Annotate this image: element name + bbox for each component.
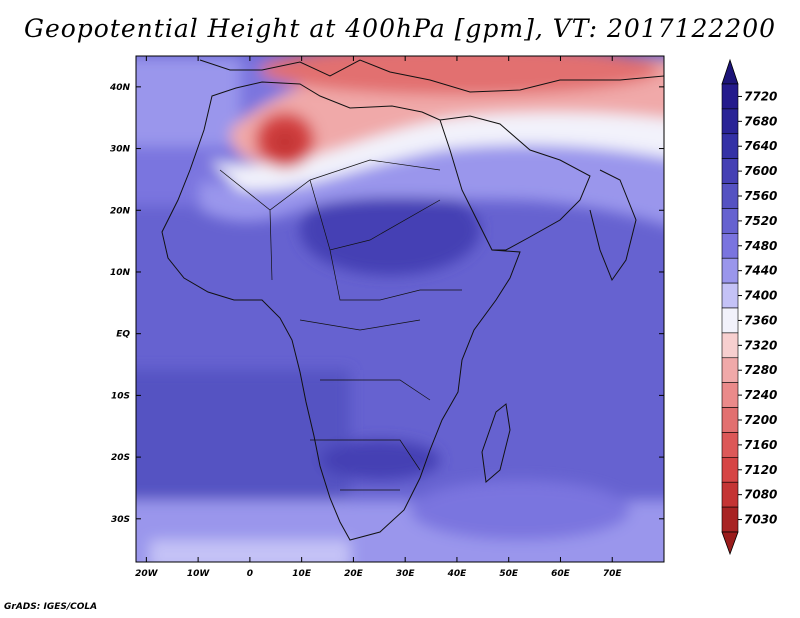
lat-tick-label: 20N	[110, 206, 131, 216]
colorbar-label: 7030	[744, 513, 777, 527]
field-southwest	[136, 370, 350, 520]
colorbar-label: 7720	[744, 89, 777, 103]
colorbar: 7720 7680 7640 7600 7560 7520 7480 7440 7400 7360…	[721, 58, 777, 556]
colorbar-label: 7560	[744, 189, 777, 203]
colorbar-label: 7400	[744, 289, 777, 303]
madagascar-coastline	[481, 403, 511, 483]
field-white-band	[210, 94, 664, 191]
colorbar-label: 7480	[744, 239, 777, 253]
lon-tick-label: 0	[247, 569, 253, 579]
colorbar-bottom-arrow	[721, 531, 739, 556]
field-red-core	[269, 128, 301, 156]
africa-coastline	[161, 81, 521, 541]
lon-axis: 20W 10W 0 10E 20E 30E 40E 50E 60E 70E	[135, 56, 622, 579]
colorbar-swatch	[721, 208, 739, 234]
lat-tick-label: 40N	[109, 83, 131, 93]
lat-tick-label: 30N	[110, 145, 131, 155]
map-title: Geopotential Height at 400hPa [gpm], VT:…	[23, 14, 777, 43]
europe-coastline	[199, 59, 664, 93]
colorbar-swatch	[721, 382, 739, 408]
coastlines	[161, 59, 664, 541]
map-frame	[135, 55, 665, 563]
colorbar-label: 7120	[744, 463, 777, 477]
colorbar-swatch	[721, 83, 739, 110]
lon-tick-label: 30E	[396, 569, 416, 579]
lon-tick-label: 60E	[551, 569, 571, 579]
inland-borders	[219, 159, 462, 491]
colorbar-label: 7600	[744, 164, 777, 178]
lon-tick-label: 70E	[603, 569, 623, 579]
lon-tick-label: 10W	[187, 569, 211, 579]
colorbar-swatch	[721, 282, 739, 309]
colorbar-swatch	[721, 257, 739, 284]
colorbar-label: 7640	[744, 139, 777, 153]
lat-tick-label: 10S	[111, 391, 130, 401]
lon-tick-label: 10E	[292, 569, 312, 579]
colorbar-label: 7280	[744, 363, 777, 377]
colorbar-swatch	[721, 158, 739, 184]
india-coastline	[589, 169, 637, 282]
field-sudan-high	[300, 185, 480, 275]
lat-axis: 40N 30N 20N 10N EQ 10S 20S 30S	[109, 83, 664, 525]
colorbar-label: 7200	[744, 413, 777, 427]
lon-tick-label: 20E	[344, 569, 364, 579]
lon-tick-label: 50E	[499, 569, 519, 579]
colorbar-swatch	[721, 481, 739, 508]
colorbar-swatch	[721, 133, 739, 159]
colorbar-label: 7440	[744, 264, 777, 278]
lat-tick-label: 20S	[111, 453, 130, 463]
colorbar-swatch	[721, 506, 739, 533]
field-south-pale	[150, 540, 350, 562]
colorbar-swatch	[721, 183, 739, 209]
colorbar-swatch	[721, 357, 739, 383]
colorbar-label: 7080	[744, 488, 777, 502]
colorbar-swatch	[721, 407, 739, 433]
grads-credit: GrADS: IGES/COLA	[4, 602, 98, 612]
colorbar-swatch	[721, 108, 739, 135]
colorbar-swatch	[721, 332, 739, 359]
colorbar-label: 7680	[744, 114, 777, 128]
colorbar-swatch	[721, 432, 739, 458]
field-red-north	[260, 56, 660, 95]
colorbar-swatch	[721, 307, 739, 334]
field-southern-high	[320, 440, 440, 480]
colorbar-swatch	[721, 233, 739, 259]
colorbar-label: 7160	[744, 438, 777, 452]
lon-tick-label: 40E	[447, 569, 468, 579]
colorbar-label: 7520	[744, 214, 777, 228]
field-northwest-pale	[136, 56, 240, 146]
colorbar-label: 7240	[744, 388, 777, 402]
colorbar-label: 7360	[744, 313, 777, 327]
lon-tick-label: 20W	[135, 569, 159, 579]
colorbar-top-arrow	[721, 58, 739, 85]
colorbar-label: 7320	[744, 338, 777, 352]
field-south-east	[410, 480, 630, 540]
lat-tick-label: 10N	[110, 268, 131, 278]
height-field	[136, 56, 664, 562]
arabia-coastline	[439, 115, 591, 251]
lat-tick-label: EQ	[116, 330, 130, 340]
lat-tick-label: 30S	[111, 515, 130, 525]
colorbar-swatch	[721, 457, 739, 483]
